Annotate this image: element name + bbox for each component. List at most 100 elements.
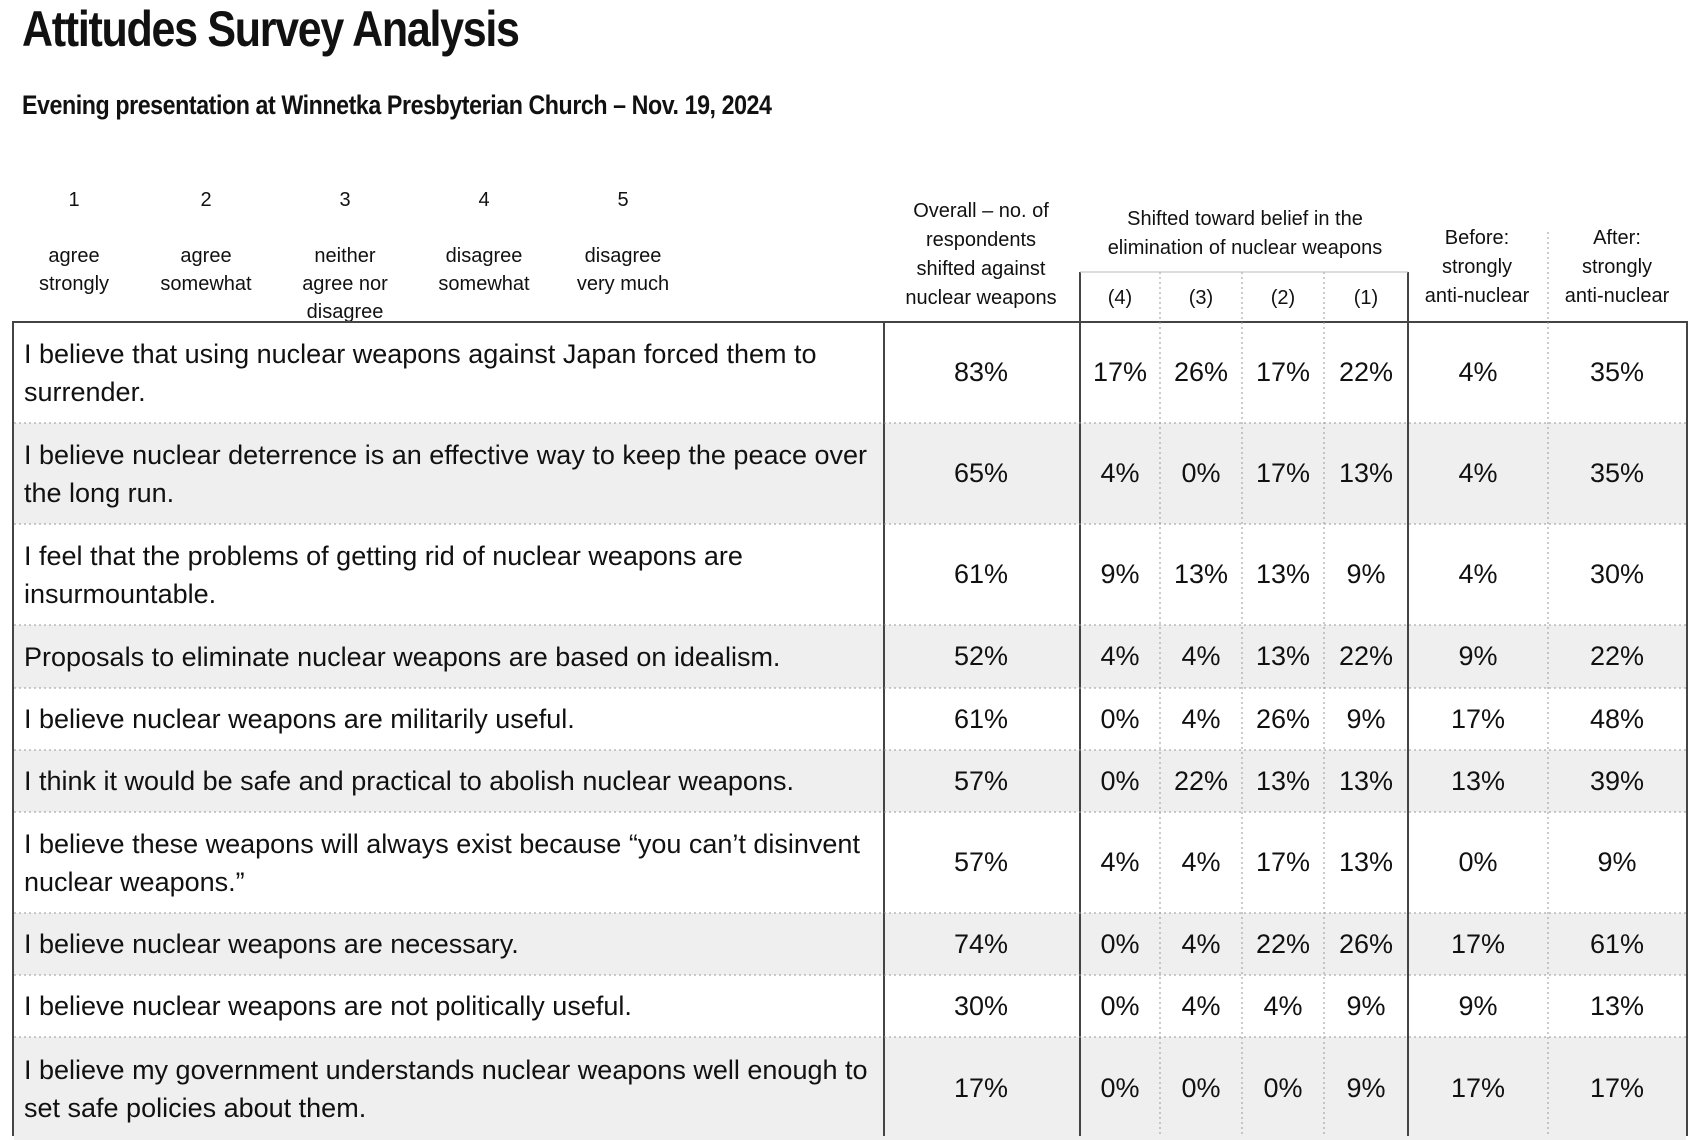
header-shifted: Shifted toward belief in the elimination… — [1107, 208, 1383, 259]
cell-s4: 17% — [1092, 357, 1148, 387]
cell-overall: 57% — [953, 765, 1009, 796]
cell-before: 13% — [1450, 765, 1506, 796]
cell-s1: 9% — [1346, 990, 1386, 1021]
cell-before: 4% — [1458, 559, 1498, 589]
cell-overall: 57% — [953, 847, 1009, 877]
header-sub-3: (3) — [1188, 287, 1214, 309]
cell-s3: 4% — [1181, 641, 1221, 671]
row-statement: I feel that the problems of getting rid … — [24, 540, 743, 609]
cell-s2: 17% — [1255, 458, 1311, 488]
cell-after: 48% — [1589, 703, 1645, 734]
cell-before: 0% — [1458, 847, 1498, 877]
cell-after: 35% — [1589, 357, 1645, 387]
header-sub-4: (4) — [1107, 287, 1133, 309]
cell-overall: 83% — [953, 357, 1009, 387]
header-sub-1: (1) — [1353, 287, 1379, 309]
cell-overall: 17% — [953, 1073, 1009, 1103]
row-statement: I believe that using nuclear weapons aga… — [24, 338, 817, 407]
cell-before: 17% — [1450, 928, 1506, 959]
cell-s3: 4% — [1181, 847, 1221, 877]
cell-overall: 61% — [953, 559, 1009, 589]
cell-overall: 61% — [953, 703, 1009, 734]
cell-s4: 0% — [1100, 703, 1140, 734]
row-statement: I believe nuclear weapons are not politi… — [24, 991, 632, 1021]
cell-s1: 22% — [1338, 641, 1394, 671]
cell-after: 39% — [1589, 765, 1645, 796]
cell-overall: 30% — [953, 990, 1009, 1021]
cell-before: 4% — [1458, 357, 1498, 387]
cell-s4: 4% — [1100, 847, 1140, 877]
cell-s4: 0% — [1100, 928, 1140, 959]
cell-s1: 13% — [1338, 765, 1394, 796]
cell-s2: 17% — [1255, 847, 1311, 877]
cell-s2: 13% — [1255, 641, 1311, 671]
cell-s3: 4% — [1181, 928, 1221, 959]
row-statement: I believe these weapons will always exis… — [24, 828, 860, 897]
cell-after: 17% — [1589, 1073, 1645, 1103]
page-title: Attitudes Survey Analysis — [22, 1, 520, 57]
cell-s4: 4% — [1100, 458, 1140, 488]
scale-item-3: 3 neither agree nor disagree — [275, 158, 415, 354]
cell-s3: 0% — [1181, 1073, 1221, 1103]
cell-s1: 13% — [1338, 847, 1394, 877]
row-statement: I think it would be safe and practical t… — [24, 766, 794, 796]
cell-s4: 0% — [1100, 990, 1140, 1021]
cell-s3: 4% — [1181, 703, 1221, 734]
header-after: After: strongly anti-nuclear — [1564, 227, 1670, 307]
scale-item-4: 4 disagree somewhat — [414, 158, 554, 326]
scale-label: disagree very much — [576, 245, 670, 295]
cell-overall: 65% — [953, 458, 1009, 488]
cell-s1: 9% — [1346, 1073, 1386, 1103]
header-sub-2: (2) — [1270, 287, 1296, 309]
scale-number: 3 — [339, 189, 351, 211]
cell-s4: 4% — [1100, 641, 1140, 671]
scale-number: 2 — [200, 189, 212, 211]
row-statement: I believe nuclear deterrence is an effec… — [24, 439, 868, 508]
cell-after: 13% — [1589, 990, 1645, 1021]
cell-before: 4% — [1458, 458, 1498, 488]
scale-label: agree strongly — [38, 245, 110, 295]
cell-s1: 22% — [1338, 357, 1394, 387]
cell-s3: 0% — [1181, 458, 1221, 488]
scale-item-5: 5 disagree very much — [553, 158, 693, 326]
cell-s4: 9% — [1100, 559, 1140, 589]
cell-s3: 26% — [1173, 357, 1229, 387]
cell-s2: 13% — [1255, 765, 1311, 796]
cell-s2: 17% — [1255, 357, 1311, 387]
cell-s3: 4% — [1181, 990, 1221, 1021]
cell-overall: 74% — [953, 928, 1009, 959]
scale-number: 1 — [68, 189, 80, 211]
cell-s1: 9% — [1346, 703, 1386, 734]
cell-s4: 0% — [1100, 765, 1140, 796]
cell-overall: 52% — [953, 641, 1009, 671]
cell-s2: 13% — [1255, 559, 1311, 589]
cell-after: 30% — [1589, 559, 1645, 589]
scale-label: agree somewhat — [160, 245, 252, 295]
cell-s4: 0% — [1100, 1073, 1140, 1103]
cell-after: 22% — [1589, 641, 1645, 671]
cell-after: 35% — [1589, 458, 1645, 488]
header-before: Before: strongly anti-nuclear — [1424, 227, 1530, 307]
cell-s3: 13% — [1173, 559, 1229, 589]
cell-after: 9% — [1597, 847, 1637, 877]
cell-before: 17% — [1450, 1073, 1506, 1103]
cell-s2: 22% — [1255, 928, 1311, 959]
cell-before: 9% — [1458, 641, 1498, 671]
cell-s1: 9% — [1346, 559, 1386, 589]
scale-label: disagree somewhat — [438, 245, 530, 295]
page-subtitle: Evening presentation at Winnetka Presbyt… — [22, 90, 772, 120]
cell-s2: 0% — [1263, 1073, 1303, 1103]
cell-after: 61% — [1589, 928, 1645, 959]
scale-item-2: 2 agree somewhat — [136, 158, 276, 326]
cell-s3: 22% — [1173, 765, 1229, 796]
row-statement: I believe my government understands nucl… — [24, 1054, 868, 1123]
cell-before: 17% — [1450, 703, 1506, 734]
row-statement: I believe nuclear weapons are necessary. — [24, 929, 519, 959]
scale-label: neither agree nor disagree — [302, 245, 388, 323]
cell-s2: 4% — [1263, 990, 1303, 1021]
cell-s1: 26% — [1338, 928, 1394, 959]
row-statement: I believe nuclear weapons are militarily… — [24, 704, 575, 734]
scale-number: 4 — [478, 189, 490, 211]
cell-s1: 13% — [1338, 458, 1394, 488]
header-overall: Overall – no. of respondents shifted aga… — [905, 200, 1057, 309]
